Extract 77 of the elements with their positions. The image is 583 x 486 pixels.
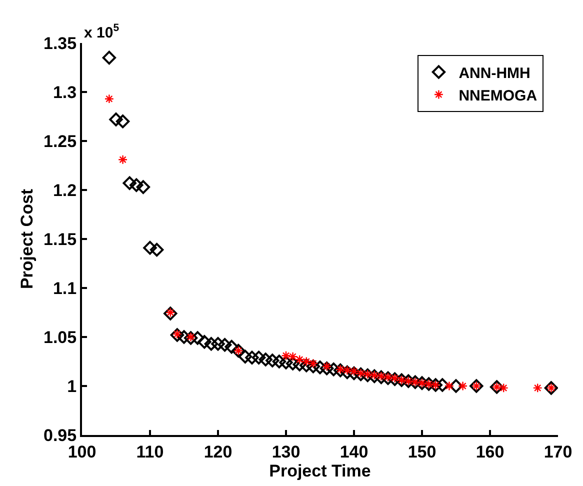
point bbox=[320, 362, 334, 376]
point bbox=[334, 363, 348, 378]
point bbox=[292, 358, 306, 372]
y-tick-label: 1.2 bbox=[52, 180, 77, 200]
point bbox=[374, 370, 388, 384]
point bbox=[354, 367, 368, 382]
point bbox=[118, 154, 128, 164]
point bbox=[381, 371, 395, 386]
point bbox=[490, 380, 504, 394]
x-tick-label: 130 bbox=[272, 442, 300, 462]
y-tick-label: 1.35 bbox=[44, 34, 77, 53]
point bbox=[109, 112, 123, 126]
point bbox=[347, 366, 361, 380]
point bbox=[122, 176, 136, 190]
point bbox=[190, 331, 204, 345]
point bbox=[177, 330, 191, 344]
point bbox=[198, 335, 212, 349]
point bbox=[279, 356, 293, 370]
point bbox=[116, 114, 130, 128]
point bbox=[368, 369, 382, 384]
point bbox=[238, 350, 252, 364]
point bbox=[408, 375, 422, 389]
point bbox=[143, 240, 157, 255]
point bbox=[388, 372, 402, 386]
point bbox=[104, 94, 114, 104]
y-tick-label: 1.15 bbox=[44, 230, 77, 249]
x-tick-label: 160 bbox=[476, 442, 504, 462]
point bbox=[102, 50, 116, 65]
point bbox=[281, 350, 291, 360]
y-tick-label: 1.1 bbox=[52, 278, 77, 298]
point bbox=[422, 377, 436, 391]
point bbox=[164, 306, 178, 320]
y-tick-label: 1.05 bbox=[44, 328, 77, 347]
x-tick-label: 120 bbox=[204, 442, 232, 462]
point bbox=[150, 242, 164, 257]
x-tick-label: 170 bbox=[544, 442, 572, 462]
y-tick-label: 1.3 bbox=[52, 82, 77, 102]
point bbox=[272, 354, 286, 368]
point bbox=[218, 338, 232, 352]
point bbox=[252, 350, 266, 364]
point bbox=[224, 340, 238, 354]
point bbox=[184, 331, 198, 345]
point bbox=[266, 354, 280, 368]
point bbox=[532, 383, 542, 393]
y-tick-label: 1.25 bbox=[44, 132, 77, 151]
x-tick-label: 110 bbox=[136, 442, 164, 462]
x-tick-label: 100 bbox=[68, 442, 96, 462]
x-tick-label: 140 bbox=[340, 442, 368, 462]
point bbox=[360, 368, 374, 382]
point bbox=[258, 352, 272, 366]
point bbox=[498, 383, 508, 393]
y-tick-label: 1 bbox=[67, 376, 77, 396]
point bbox=[449, 379, 463, 393]
legend-label: ANN-HMH bbox=[458, 64, 530, 82]
x-axis-title: Project Time bbox=[269, 461, 371, 480]
point bbox=[444, 381, 454, 391]
point bbox=[170, 328, 184, 342]
point bbox=[458, 381, 468, 391]
point bbox=[294, 354, 304, 364]
point bbox=[211, 337, 225, 351]
point bbox=[326, 362, 340, 376]
point bbox=[136, 180, 150, 194]
point bbox=[204, 337, 218, 351]
point bbox=[286, 356, 300, 370]
x-tick-label: 150 bbox=[408, 442, 436, 462]
y-axis-title: Project Cost bbox=[18, 188, 37, 290]
point bbox=[245, 350, 259, 364]
point bbox=[313, 360, 327, 374]
point bbox=[340, 365, 354, 380]
point bbox=[288, 352, 298, 362]
point bbox=[300, 358, 314, 372]
text: x 10$^{5}$ bbox=[84, 22, 120, 42]
legend-label: NNEMOGA bbox=[458, 87, 538, 104]
point bbox=[130, 178, 144, 192]
point bbox=[306, 360, 320, 374]
y-tick-label: 0.95 bbox=[44, 426, 77, 445]
point bbox=[436, 378, 450, 392]
